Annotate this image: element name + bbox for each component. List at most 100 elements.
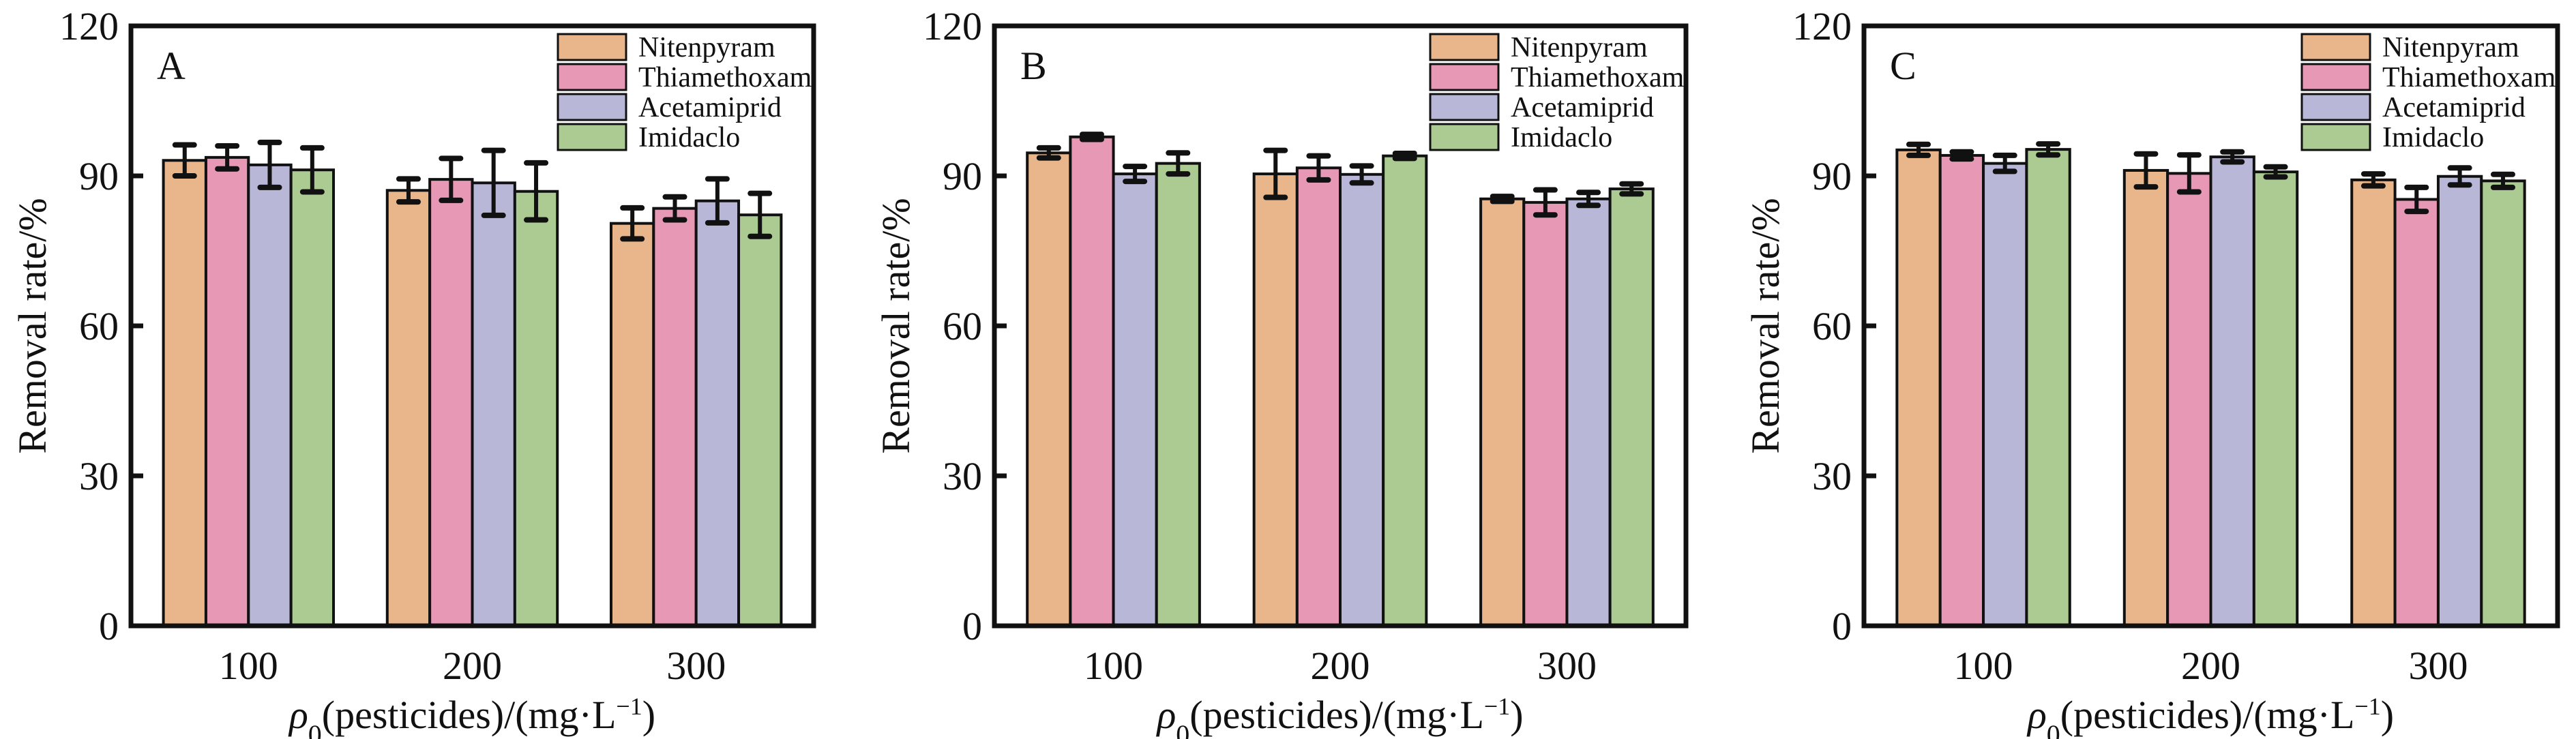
bar-imidaclo-200	[2252, 170, 2299, 627]
bar-imidaclo-300	[737, 213, 783, 627]
x-axis-title: ρ0(pesticides)/(mg·L−1)	[2026, 693, 2394, 739]
bar-thiamethoxam-100	[1069, 135, 1115, 628]
bar-nitenpyram-200	[2122, 168, 2170, 627]
x-axis-title-end: )	[642, 693, 655, 737]
y-tick-label: 90	[943, 154, 982, 198]
legend-swatch-acetamiprid	[1429, 93, 1500, 121]
legend-swatch-imidaclo	[1429, 123, 1500, 151]
y-tick-label: 30	[1812, 454, 1852, 498]
legend-swatch-thiamethoxam	[557, 63, 627, 91]
bar-imidaclo-100	[2025, 148, 2071, 627]
bar-acetamiprid-100	[1112, 172, 1158, 628]
bar-acetamiprid-200	[1339, 172, 1385, 628]
bar-imidaclo-300	[1608, 187, 1655, 628]
legend-label: Nitenpyram	[2382, 32, 2519, 63]
legend-swatch-thiamethoxam	[1429, 63, 1500, 91]
legend-label: Acetamiprid	[638, 92, 782, 123]
bar-acetamiprid-200	[2209, 155, 2255, 627]
x-axis-title-end: )	[1510, 693, 1523, 737]
x-axis-title-sup: −1	[616, 693, 642, 720]
y-tick-label: 120	[59, 4, 119, 48]
panel-letter: C	[1890, 44, 1916, 88]
y-axis-title: Removal rate/%	[10, 198, 55, 453]
x-axis-title-rho: ρ	[1155, 693, 1176, 737]
x-tick-label: 100	[1954, 644, 2013, 688]
x-axis-title-sup: −1	[1484, 693, 1510, 720]
x-tick-label: 200	[1311, 644, 1370, 688]
legend-label: Nitenpyram	[1511, 32, 1648, 63]
bar-acetamiprid-300	[694, 199, 741, 627]
legend-swatch-acetamiprid	[2300, 93, 2371, 121]
x-axis-title-rho: ρ	[2026, 693, 2047, 737]
legend-label: Nitenpyram	[638, 32, 775, 63]
legend-swatch-nitenpyram	[1429, 33, 1500, 61]
x-tick-label: 300	[1537, 644, 1597, 688]
y-tick-label: 30	[943, 454, 982, 498]
bar-thiamethoxam-300	[652, 207, 698, 627]
legend-label: Acetamiprid	[1511, 92, 1654, 123]
legend-label: Acetamiprid	[2382, 92, 2526, 123]
legend-label: Thiamethoxam	[2382, 62, 2556, 93]
x-tick-label: 300	[666, 644, 726, 688]
bar-imidaclo-100	[289, 168, 336, 627]
x-axis-title-mid: (pesticides)/(mg·L	[1189, 693, 1484, 737]
legend-label: Thiamethoxam	[1511, 62, 1685, 93]
x-tick-label: 200	[2181, 644, 2240, 688]
x-axis-title: ρ0(pesticides)/(mg·L−1)	[1155, 693, 1523, 739]
y-tick-label: 0	[99, 604, 119, 648]
bar-imidaclo-200	[1382, 154, 1428, 627]
y-tick-label: 60	[79, 304, 119, 348]
y-axis-title: Removal rate/%	[874, 198, 918, 453]
x-axis-title-sub: 0	[308, 719, 322, 739]
bar-thiamethoxam-300	[2393, 198, 2440, 627]
y-tick-label: 0	[1832, 604, 1852, 648]
panel-a: 0 30 60 90 120 100 200 300 Removal rate/% ρ0(pest…	[10, 4, 816, 739]
bar-acetamiprid-100	[1982, 162, 2028, 627]
y-tick-label: 90	[1812, 154, 1852, 198]
bar-nitenpyram-300	[1479, 197, 1526, 627]
panel-letter: B	[1020, 44, 1047, 88]
bar-nitenpyram-200	[385, 189, 432, 627]
legend-swatch-imidaclo	[2300, 123, 2371, 151]
y-tick-label: 90	[79, 154, 119, 198]
legend-swatch-acetamiprid	[557, 93, 627, 121]
bar-thiamethoxam-100	[1938, 153, 1985, 627]
legend-swatch-imidaclo	[557, 123, 627, 151]
x-axis-title-sub: 0	[2047, 719, 2060, 739]
x-axis-title-rho: ρ	[288, 693, 308, 737]
y-tick-label: 30	[79, 454, 119, 498]
panel-letter: A	[157, 44, 186, 88]
x-axis-title-sub: 0	[1176, 719, 1189, 739]
bar-nitenpyram-100	[1026, 151, 1072, 627]
bar-nitenpyram-100	[162, 159, 207, 627]
x-axis-title-end: )	[2381, 693, 2394, 737]
bar-nitenpyram-300	[2350, 178, 2397, 628]
x-axis-title-sup: −1	[2354, 693, 2380, 720]
bar-nitenpyram-300	[609, 222, 655, 627]
bar-nitenpyram-100	[1895, 148, 1942, 628]
legend-swatch-thiamethoxam	[2300, 63, 2371, 91]
x-tick-label: 200	[443, 644, 502, 688]
x-tick-label: 300	[2408, 644, 2468, 688]
y-tick-label: 60	[1812, 304, 1852, 348]
x-axis-title: ρ0(pesticides)/(mg·L−1)	[288, 693, 655, 739]
bar-acetamiprid-200	[471, 181, 516, 627]
y-axis-title: Removal rate/%	[1743, 198, 1788, 453]
legend-label: Thiamethoxam	[638, 62, 812, 93]
bar-nitenpyram-200	[1252, 172, 1299, 628]
legend-label: Imidaclo	[638, 122, 740, 153]
bar-acetamiprid-100	[247, 163, 293, 628]
bar-thiamethoxam-200	[428, 178, 474, 627]
bar-thiamethoxam-100	[204, 155, 250, 628]
x-axis-title-mid: (pesticides)/(mg·L	[2060, 693, 2355, 737]
bar-imidaclo-300	[2480, 179, 2526, 628]
x-tick-label: 100	[1084, 644, 1143, 688]
x-tick-label: 100	[219, 644, 278, 688]
bar-acetamiprid-300	[2436, 175, 2483, 627]
bar-thiamethoxam-200	[1295, 166, 1342, 627]
bar-thiamethoxam-300	[1522, 200, 1569, 628]
bar-imidaclo-100	[1155, 162, 1201, 627]
